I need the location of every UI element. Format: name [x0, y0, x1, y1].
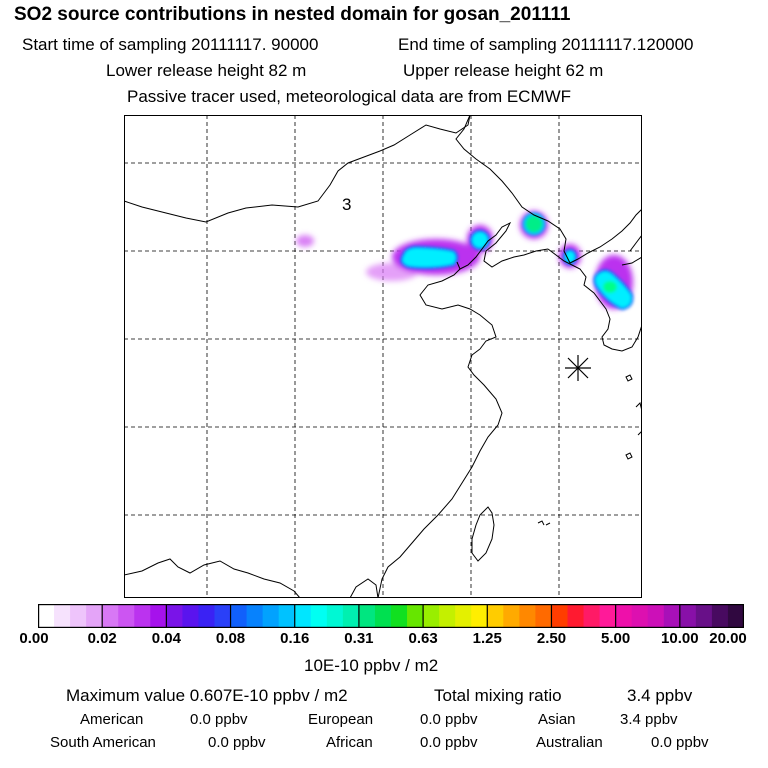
station-star-marker [565, 355, 591, 381]
colorbar-cell [230, 604, 248, 628]
colorbar-cell [342, 604, 360, 628]
end-time: End time of sampling 20111117.120000 [398, 35, 694, 54]
region-european-value: 0.0 ppbv [420, 711, 478, 728]
plume-west-small [296, 235, 314, 247]
colorbar-tick-label: 2.50 [536, 630, 567, 647]
total-mixing-ratio-value: 3.4 ppbv [627, 686, 693, 705]
plume-field [296, 211, 634, 311]
colorbar-tick-label: 1.25 [472, 630, 502, 647]
colorbar-cell [358, 604, 376, 628]
maximum-value: Maximum value 0.607E-10 ppbv / m2 [66, 686, 348, 705]
colorbar-cell [599, 604, 617, 628]
region-african-value: 0.0 ppbv [420, 734, 478, 751]
colorbar-cell [567, 604, 585, 628]
colorbar-cell [663, 604, 681, 628]
colorbar-cell [727, 604, 744, 628]
colorbar-cell [262, 604, 280, 628]
colorbar-cell [326, 604, 344, 628]
colorbar-cell [118, 604, 135, 628]
plume-bohai-core [470, 230, 490, 250]
region-australian-label: Australian [536, 734, 603, 751]
colorbar-cell [407, 604, 424, 628]
colorbar-cell [246, 604, 264, 628]
colorbar-cell [679, 604, 697, 628]
colorbar-cell [647, 604, 665, 628]
colorbar-cell [278, 604, 296, 628]
colorbar-cell [70, 604, 87, 628]
colorbar-cell [535, 604, 553, 628]
colorbar-cell [391, 604, 408, 628]
colorbar [38, 604, 744, 628]
colorbar-cell [166, 604, 184, 628]
colorbar-cell [695, 604, 713, 628]
plume-beijing-core [400, 245, 458, 270]
colorbar-cell [487, 604, 504, 628]
colorbar-cell [471, 604, 488, 628]
colorbar-tick-label: 0.04 [151, 630, 181, 647]
total-mixing-ratio-label: Total mixing ratio [434, 686, 562, 705]
colorbar-tick-label: 5.00 [601, 630, 631, 647]
colorbar-ticks: 0.00 0.02 0.04 0.08 0.16 0.31 0.63 1.25 2.50 5.00… [0, 630, 768, 652]
colorbar-cell [86, 604, 103, 628]
colorbar-tick-label: 0.63 [408, 630, 438, 647]
colorbar-tick-label: 0.16 [280, 630, 310, 647]
map-title: SO2 source contributions in nested domai… [14, 4, 571, 25]
upper-release-height: Upper release height 62 m [403, 61, 604, 80]
region-asian-label: Asian [538, 711, 576, 728]
colorbar-cell [455, 604, 472, 628]
colorbar-tick-label: 20.00 [709, 630, 747, 647]
region-south-american-label: South American [50, 734, 156, 751]
colorbar-cell [198, 604, 216, 628]
map-panel: 3 [124, 115, 642, 598]
colorbar-cell [150, 604, 167, 628]
lat-lon-grid [124, 115, 642, 598]
plume-korea-peak [603, 281, 617, 293]
colorbar-tick-label: 10.00 [661, 630, 699, 647]
colorbar-cell [54, 604, 71, 628]
colorbar-cell [38, 604, 55, 628]
plume-liaoning-core [522, 212, 546, 236]
colorbar-cell [615, 604, 633, 628]
region-american-label: American [80, 711, 144, 728]
coastlines [124, 115, 642, 598]
colorbar-cell [374, 604, 392, 628]
colorbar-cell [134, 604, 151, 628]
colorbar-cell [711, 604, 729, 628]
map-label: 3 [342, 195, 351, 214]
colorbar-cell [631, 604, 649, 628]
colorbar-cell [423, 604, 440, 628]
colorbar-cell [102, 604, 119, 628]
region-australian-value: 0.0 ppbv [651, 734, 709, 751]
tracer-note: Passive tracer used, meteorological data… [127, 87, 572, 106]
colorbar-cell [214, 604, 232, 628]
colorbar-cell [294, 604, 312, 628]
region-south-american-value: 0.0 ppbv [208, 734, 266, 751]
region-asian-value: 3.4 ppbv [620, 711, 678, 728]
colorbar-cell [503, 604, 520, 628]
start-time: Start time of sampling 20111117. 90000 [22, 35, 319, 54]
lower-release-height: Lower release height 82 m [106, 61, 307, 80]
colorbar-cell [310, 604, 328, 628]
colorbar-cell [439, 604, 456, 628]
region-american-value: 0.0 ppbv [190, 711, 248, 728]
colorbar-unit: 10E-10 ppbv / m2 [304, 656, 439, 675]
colorbar-tick-label: 0.00 [19, 630, 49, 647]
colorbar-tick-label: 0.08 [215, 630, 246, 647]
taiwan-coast [471, 506, 495, 562]
colorbar-cell [583, 604, 601, 628]
colorbar-tick-label: 0.02 [87, 630, 117, 647]
region-african-label: African [326, 734, 373, 751]
colorbar-cell [182, 604, 200, 628]
colorbar-cell [551, 604, 569, 628]
region-european-label: European [308, 711, 374, 728]
colorbar-tick-label: 0.31 [344, 630, 374, 647]
colorbar-cell [519, 604, 537, 628]
